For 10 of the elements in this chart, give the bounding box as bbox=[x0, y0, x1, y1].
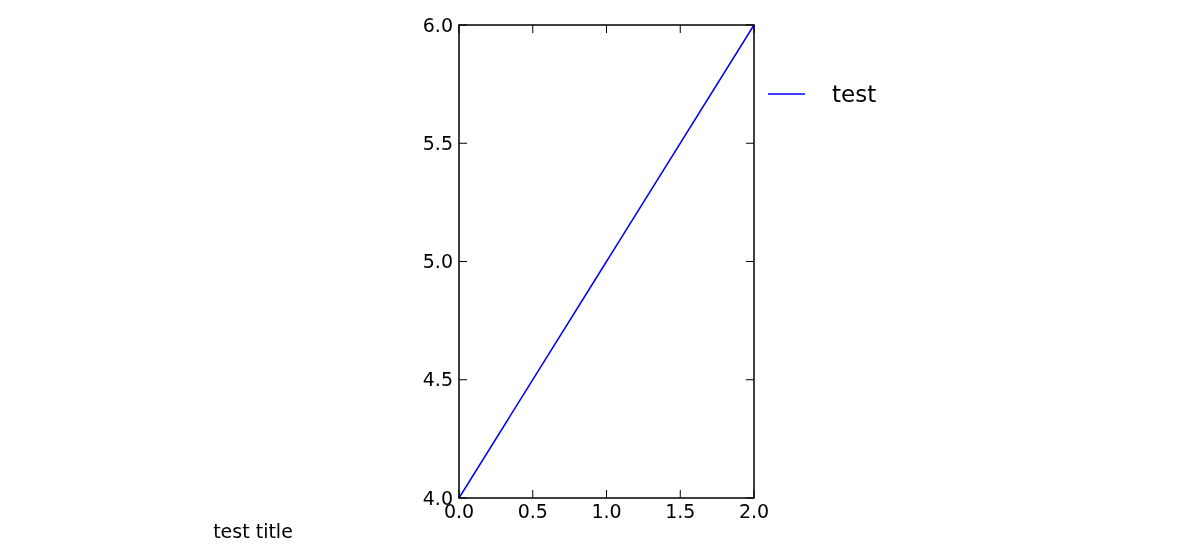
y-tick-label: 5.0 bbox=[422, 250, 453, 273]
text: test title bbox=[213, 520, 293, 542]
x-tick-label: 1.0 bbox=[591, 500, 622, 522]
x-tick-label: 1.5 bbox=[665, 500, 696, 522]
y-tick-label: 4.5 bbox=[422, 368, 453, 391]
legend-label: test bbox=[832, 81, 877, 108]
x-tick-label: 2.0 bbox=[738, 500, 770, 522]
x-tick-label: 0.5 bbox=[517, 500, 548, 522]
y-tick-label: 5.5 bbox=[422, 131, 453, 154]
y-tick-label: 6.0 bbox=[422, 13, 453, 36]
